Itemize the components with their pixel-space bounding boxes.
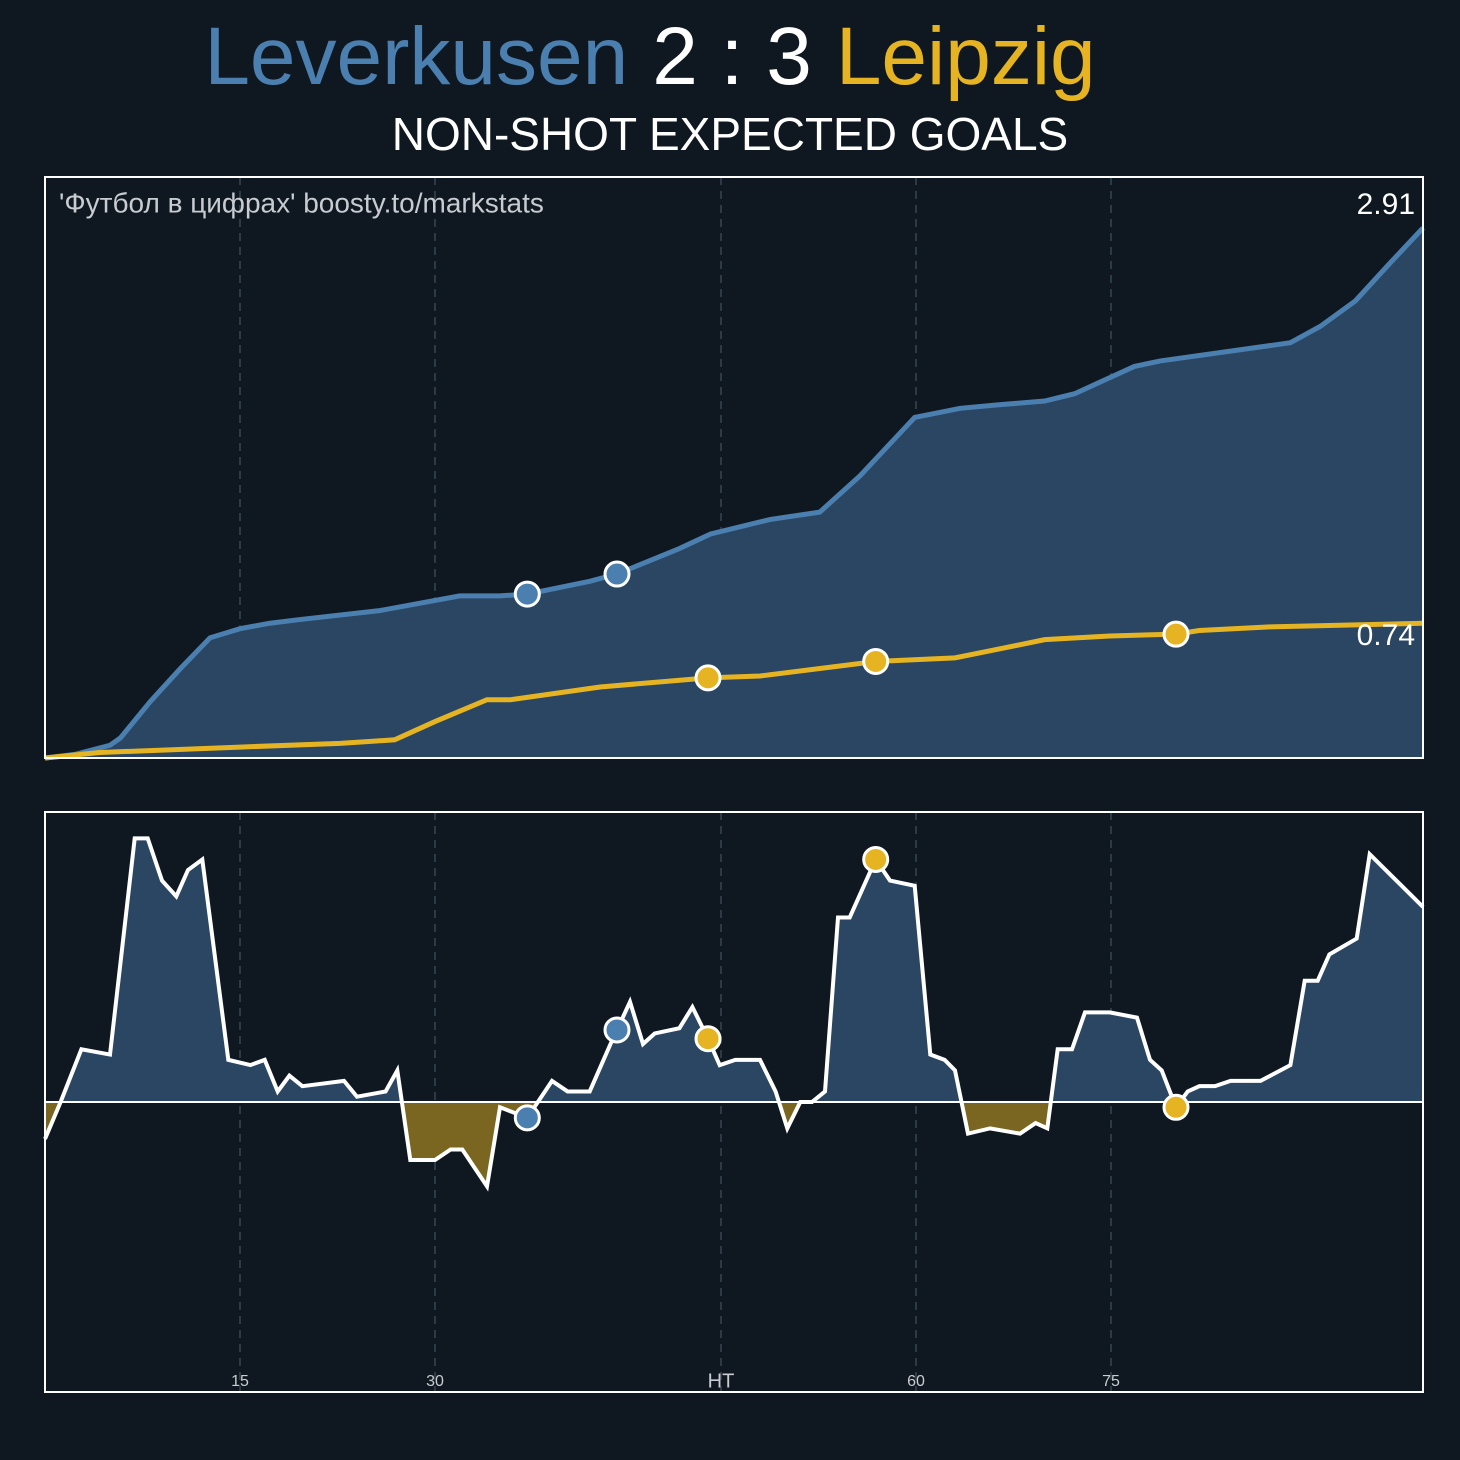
end-label: 2.91 (1357, 188, 1415, 221)
line (43, 836, 1425, 1192)
area-positive (45, 838, 1423, 1102)
goal-marker (513, 580, 541, 608)
away-team: Leipzig (836, 11, 1096, 102)
goal-marker (694, 664, 722, 692)
area (45, 227, 1423, 758)
goal-marker (513, 1104, 541, 1132)
goal-marker (862, 647, 890, 675)
watermark: 'Футбол в цифрах' boosty.to/markstats (59, 187, 544, 218)
area-negative (45, 1102, 1423, 1187)
frame (44, 811, 1424, 1393)
goal-marker (603, 560, 631, 588)
x-tick-label: HT (708, 1370, 735, 1392)
home-team: Leverkusen (204, 11, 628, 102)
x-tick-label: 15 (231, 1373, 249, 1390)
x-tick-label: 60 (907, 1373, 925, 1390)
end-label: 0.74 (1357, 619, 1415, 652)
goal-marker (1162, 1093, 1190, 1121)
goal-marker (1162, 620, 1190, 648)
line (44, 226, 1425, 761)
goal-marker (694, 1025, 722, 1053)
subtitle: NON-SHOT EXPECTED GOALS (392, 108, 1069, 160)
goal-marker (862, 845, 890, 873)
x-tick-label: 75 (1102, 1373, 1120, 1390)
goal-marker (603, 1016, 631, 1044)
x-tick-label: 30 (426, 1373, 444, 1390)
title: Leverkusen 2 : 3 Leipzig (204, 11, 1095, 102)
score: 2 : 3 (652, 11, 812, 102)
frame (44, 176, 1424, 759)
